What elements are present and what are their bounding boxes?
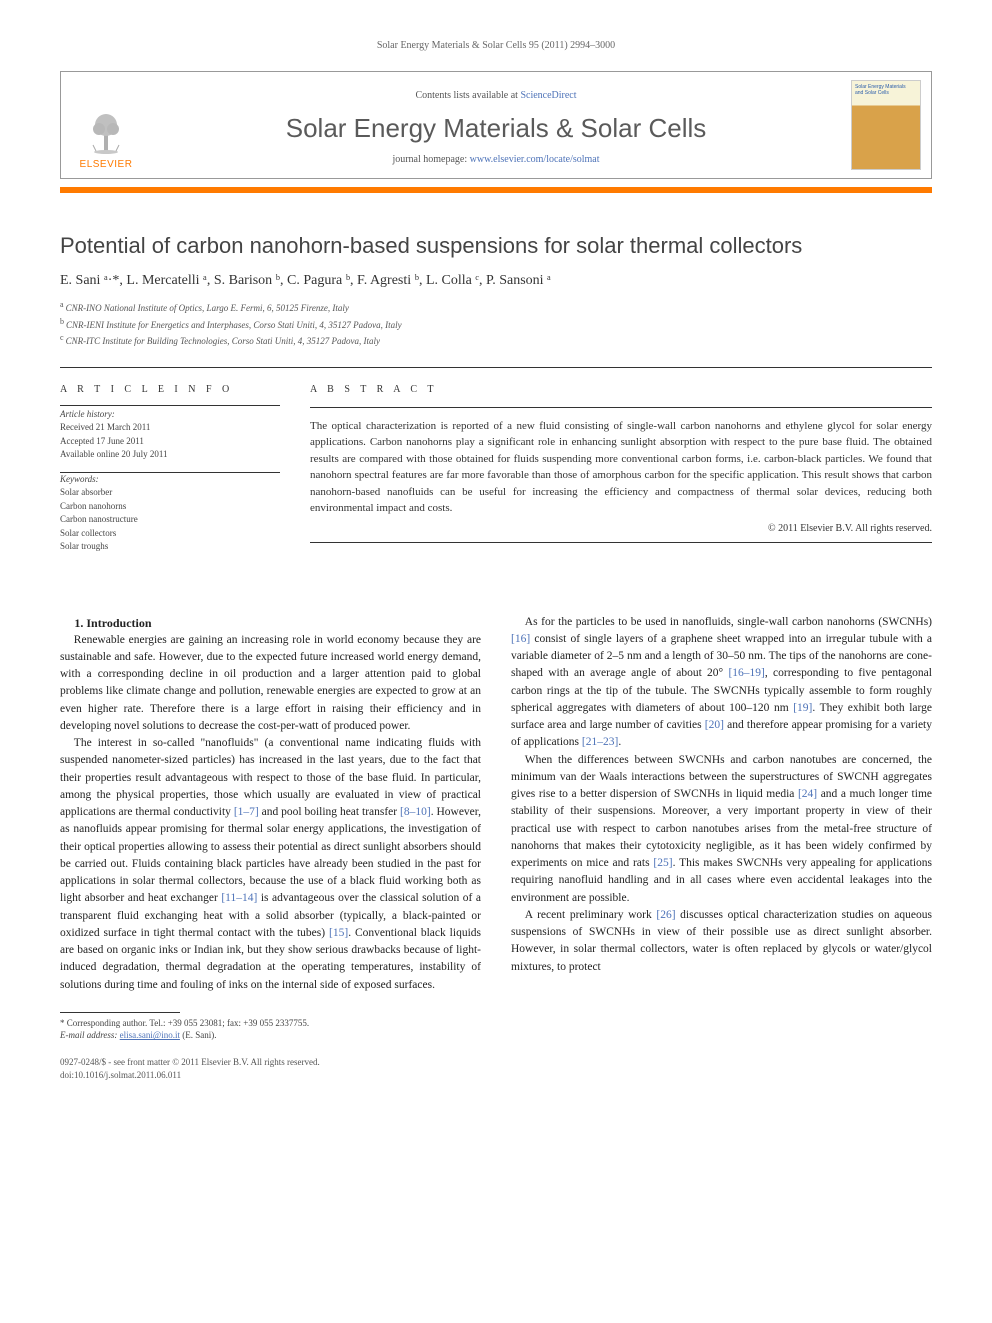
intro-para-3: As for the particles to be used in nanof… (511, 614, 932, 752)
abstract-copyright: © 2011 Elsevier B.V. All rights reserved… (310, 521, 932, 536)
intro-para-4: When the differences between SWCNHs and … (511, 752, 932, 907)
intro-para-2: The interest in so-called "nanofluids" (… (60, 735, 481, 994)
abstract-column: A B S T R A C T The optical characteriza… (310, 382, 932, 564)
contents-available-line: Contents lists available at ScienceDirec… (161, 90, 831, 101)
abstract-rule-top (310, 407, 932, 408)
ref-1-7[interactable]: [1–7] (234, 806, 259, 818)
ref-16[interactable]: [16] (511, 633, 530, 645)
publisher-name: ELSEVIER (80, 159, 133, 170)
abstract-text: The optical characterization is reported… (310, 418, 932, 517)
affiliation-b: bCNR-IENI Institute for Energetics and I… (60, 316, 932, 333)
ref-20[interactable]: [20] (705, 719, 724, 731)
keyword-4: Solar collectors (60, 527, 280, 541)
corresponding-author-footnote: * Corresponding author. Tel.: +39 055 23… (60, 1017, 932, 1042)
orange-divider-bar (60, 187, 932, 193)
history-received: Received 21 March 2011 (60, 421, 280, 435)
keywords-label: Keywords: (60, 473, 280, 487)
footer-doi: doi:10.1016/j.solmat.2011.06.011 (60, 1069, 932, 1082)
footnote-rule (60, 1012, 180, 1013)
article-info-column: A R T I C L E I N F O Article history: R… (60, 382, 280, 564)
homepage-line: journal homepage: www.elsevier.com/locat… (161, 154, 831, 165)
history-online: Available online 20 July 2011 (60, 448, 280, 462)
info-rule-1 (60, 405, 280, 406)
ref-25[interactable]: [25] (653, 857, 672, 869)
running-head: Solar Energy Materials & Solar Cells 95 … (60, 40, 932, 51)
author-list: E. Sani ᵃ·*, L. Mercatelli ᵃ, S. Barison… (60, 273, 932, 289)
article-info-heading: A R T I C L E I N F O (60, 382, 280, 397)
history-accepted: Accepted 17 June 2011 (60, 435, 280, 449)
keyword-5: Solar troughs (60, 540, 280, 554)
corr-email-line: E-mail address: elisa.sani@ino.it (E. Sa… (60, 1029, 932, 1042)
homepage-link[interactable]: www.elsevier.com/locate/solmat (470, 154, 600, 165)
body-text: 1. Introduction Renewable energies are g… (60, 614, 932, 994)
ref-16-19[interactable]: [16–19] (728, 667, 764, 679)
affiliations: aCNR-INO National Institute of Optics, L… (60, 299, 932, 349)
journal-header: ELSEVIER Contents lists available at Sci… (60, 71, 932, 179)
email-link[interactable]: elisa.sani@ino.it (120, 1030, 180, 1040)
ref-26[interactable]: [26] (656, 909, 675, 921)
cover-title-2: and Solar Cells (855, 90, 917, 96)
ref-24[interactable]: [24] (798, 788, 817, 800)
journal-cover-thumb: Solar Energy Materials and Solar Cells (851, 80, 921, 170)
article-title: Potential of carbon nanohorn-based suspe… (60, 233, 932, 259)
ref-8-10[interactable]: [8–10] (400, 806, 431, 818)
keyword-2: Carbon nanohorns (60, 500, 280, 514)
corr-author-line: * Corresponding author. Tel.: +39 055 23… (60, 1017, 932, 1030)
ref-19[interactable]: [19] (793, 702, 812, 714)
homepage-prefix: journal homepage: (392, 154, 469, 165)
abstract-heading: A B S T R A C T (310, 382, 932, 397)
ref-15[interactable]: [15] (329, 927, 348, 939)
publisher-logo-cell: ELSEVIER (61, 72, 151, 178)
footer-copyright: 0927-0248/$ - see front matter © 2011 El… (60, 1056, 932, 1081)
affiliation-c: cCNR-ITC Institute for Building Technolo… (60, 332, 932, 349)
footer-front-matter: 0927-0248/$ - see front matter © 2011 El… (60, 1056, 932, 1069)
keyword-1: Solar absorber (60, 486, 280, 500)
keyword-3: Carbon nanostructure (60, 513, 280, 527)
affiliation-a: aCNR-INO National Institute of Optics, L… (60, 299, 932, 316)
elsevier-tree-icon (81, 107, 131, 157)
journal-title: Solar Energy Materials & Solar Cells (161, 113, 831, 144)
ref-21-23[interactable]: [21–23] (582, 736, 618, 748)
ref-11-14[interactable]: [11–14] (221, 892, 257, 904)
sciencedirect-link[interactable]: ScienceDirect (520, 90, 576, 101)
history-label: Article history: (60, 408, 280, 422)
section-1-head: 1. Introduction (60, 614, 481, 632)
contents-prefix: Contents lists available at (415, 90, 520, 101)
abstract-rule-bottom (310, 542, 932, 543)
intro-para-5: A recent preliminary work [26] discusses… (511, 907, 932, 976)
intro-para-1: Renewable energies are gaining an increa… (60, 632, 481, 736)
journal-cover-cell: Solar Energy Materials and Solar Cells (841, 72, 931, 178)
